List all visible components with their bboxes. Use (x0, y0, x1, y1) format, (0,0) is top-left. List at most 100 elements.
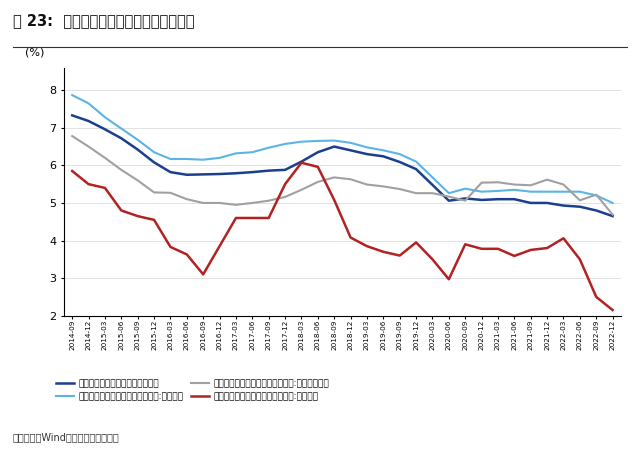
金融机构人民币贷款加权平均利率 (166, 170, 174, 175)
金融机构人民币贷款加权平均利率:个人住房贷款 (166, 190, 174, 196)
金融机构人民币贷款加权平均利率:一般贷款 (445, 190, 452, 196)
金融机构人民币贷款加权平均利率:票据融资 (363, 244, 371, 249)
Text: (%): (%) (25, 48, 44, 58)
金融机构人民币贷款加权平均利率 (429, 182, 436, 188)
金融机构人民币贷款加权平均利率:个人住房贷款 (477, 180, 485, 185)
金融机构人民币贷款加权平均利率 (380, 154, 387, 159)
金融机构人民币贷款加权平均利率:票据融资 (118, 208, 125, 213)
金融机构人民币贷款加权平均利率 (298, 159, 305, 164)
金融机构人民币贷款加权平均利率:票据融资 (101, 185, 109, 191)
金融机构人民币贷款加权平均利率:票据融资 (281, 181, 289, 187)
金融机构人民币贷款加权平均利率:个人住房贷款 (248, 200, 256, 206)
金融机构人民币贷款加权平均利率:一般贷款 (511, 187, 518, 193)
金融机构人民币贷款加权平均利率:票据融资 (314, 164, 322, 170)
金融机构人民币贷款加权平均利率 (559, 203, 567, 208)
金融机构人民币贷款加权平均利率:个人住房贷款 (216, 200, 223, 206)
金融机构人民币贷款加权平均利率 (118, 136, 125, 141)
金融机构人民币贷款加权平均利率:票据融资 (609, 308, 616, 313)
金融机构人民币贷款加权平均利率:票据融资 (347, 235, 355, 240)
金融机构人民币贷款加权平均利率:个人住房贷款 (593, 192, 600, 198)
金融机构人民币贷款加权平均利率:个人住房贷款 (134, 178, 141, 183)
金融机构人民币贷款加权平均利率:个人住房贷款 (380, 184, 387, 189)
金融机构人民币贷款加权平均利率:个人住房贷款 (265, 198, 273, 203)
金融机构人民币贷款加权平均利率 (314, 149, 322, 155)
金融机构人民币贷款加权平均利率:个人住房贷款 (559, 182, 567, 187)
金融机构人民币贷款加权平均利率:票据融资 (134, 213, 141, 219)
Text: 图 23:  目前实体终端利率已录得历史新低: 图 23: 目前实体终端利率已录得历史新低 (13, 14, 195, 28)
金融机构人民币贷款加权平均利率:票据融资 (216, 244, 223, 249)
金融机构人民币贷款加权平均利率:一般贷款 (281, 141, 289, 147)
金融机构人民币贷款加权平均利率:一般贷款 (216, 155, 223, 161)
金融机构人民币贷款加权平均利率:个人住房贷款 (445, 194, 452, 199)
金融机构人民币贷款加权平均利率 (232, 170, 240, 176)
金融机构人民币贷款加权平均利率:个人住房贷款 (527, 183, 534, 188)
金融机构人民币贷款加权平均利率:个人住房贷款 (232, 202, 240, 207)
金融机构人民币贷款加权平均利率:个人住房贷款 (543, 177, 551, 182)
金融机构人民币贷款加权平均利率:个人住房贷款 (511, 182, 518, 187)
金融机构人民币贷款加权平均利率:票据融资 (461, 242, 469, 247)
金融机构人民币贷款加权平均利率:票据融资 (429, 257, 436, 262)
金融机构人民币贷款加权平均利率:票据融资 (527, 247, 534, 253)
金融机构人民币贷款加权平均利率 (477, 197, 485, 202)
金融机构人民币贷款加权平均利率:一般贷款 (200, 157, 207, 162)
金融机构人民币贷款加权平均利率 (68, 113, 76, 118)
金融机构人民币贷款加权平均利率:票据融资 (396, 253, 404, 258)
金融机构人民币贷款加权平均利率 (347, 147, 355, 153)
金融机构人民币贷款加权平均利率 (248, 170, 256, 175)
金融机构人民币贷款加权平均利率:票据融资 (330, 197, 338, 202)
Legend: 金融机构人民币贷款加权平均利率, 金融机构人民币贷款加权平均利率:一般贷款, 金融机构人民币贷款加权平均利率:个人住房贷款, 金融机构人民币贷款加权平均利率:票: 金融机构人民币贷款加权平均利率, 金融机构人民币贷款加权平均利率:一般贷款, 金… (56, 380, 329, 401)
金融机构人民币贷款加权平均利率 (330, 144, 338, 149)
金融机构人民币贷款加权平均利率:一般贷款 (461, 186, 469, 191)
金融机构人民币贷款加权平均利率:票据融资 (543, 245, 551, 251)
金融机构人民币贷款加权平均利率:一般贷款 (527, 189, 534, 194)
金融机构人民币贷款加权平均利率:个人住房贷款 (576, 198, 584, 203)
金融机构人民币贷款加权平均利率 (101, 127, 109, 132)
金融机构人民币贷款加权平均利率:票据融资 (232, 215, 240, 221)
金融机构人民币贷款加权平均利率:个人住房贷款 (68, 133, 76, 139)
Line: 金融机构人民币贷款加权平均利率:一般贷款: 金融机构人民币贷款加权平均利率:一般贷款 (72, 95, 612, 203)
金融机构人民币贷款加权平均利率 (593, 208, 600, 213)
金融机构人民币贷款加权平均利率 (281, 167, 289, 173)
金融机构人民币贷款加权平均利率:一般贷款 (330, 138, 338, 143)
金融机构人民币贷款加权平均利率:一般贷款 (265, 145, 273, 151)
金融机构人民币贷款加权平均利率:个人住房贷款 (118, 167, 125, 173)
金融机构人民币贷款加权平均利率:一般贷款 (101, 115, 109, 120)
金融机构人民币贷款加权平均利率:一般贷款 (134, 137, 141, 143)
金融机构人民币贷款加权平均利率:个人住房贷款 (150, 190, 158, 195)
金融机构人民币贷款加权平均利率:票据融资 (183, 252, 191, 257)
金融机构人民币贷款加权平均利率:个人住房贷款 (609, 212, 616, 217)
金融机构人民币贷款加权平均利率:票据融资 (494, 246, 502, 252)
金融机构人民币贷款加权平均利率:个人住房贷款 (101, 155, 109, 161)
金融机构人民币贷款加权平均利率:一般贷款 (380, 147, 387, 153)
金融机构人民币贷款加权平均利率 (543, 200, 551, 206)
金融机构人民币贷款加权平均利率:票据融资 (265, 215, 273, 221)
金融机构人民币贷款加权平均利率:票据融资 (166, 244, 174, 250)
金融机构人民币贷款加权平均利率:一般贷款 (559, 189, 567, 194)
金融机构人民币贷款加权平均利率:个人住房贷款 (412, 190, 420, 196)
金融机构人民币贷款加权平均利率 (183, 172, 191, 177)
金融机构人民币贷款加权平均利率:一般贷款 (363, 145, 371, 150)
金融机构人民币贷款加权平均利率:个人住房贷款 (461, 198, 469, 203)
金融机构人民币贷款加权平均利率:个人住房贷款 (347, 176, 355, 182)
金融机构人民币贷款加权平均利率:票据融资 (445, 276, 452, 282)
金融机构人民币贷款加权平均利率:个人住房贷款 (314, 179, 322, 184)
金融机构人民币贷款加权平均利率:一般贷款 (347, 140, 355, 146)
金融机构人民币贷款加权平均利率:一般贷款 (593, 193, 600, 198)
金融机构人民币贷款加权平均利率:个人住房贷款 (330, 175, 338, 180)
金融机构人民币贷款加权平均利率:一般贷款 (118, 126, 125, 131)
金融机构人民币贷款加权平均利率:个人住房贷款 (494, 179, 502, 185)
金融机构人民币贷款加权平均利率 (576, 204, 584, 209)
金融机构人民币贷款加权平均利率:一般贷款 (298, 139, 305, 144)
金融机构人民币贷款加权平均利率 (84, 118, 92, 124)
金融机构人民币贷款加权平均利率:票据融资 (84, 181, 92, 187)
金融机构人民币贷款加权平均利率 (511, 197, 518, 202)
金融机构人民币贷款加权平均利率:票据融资 (576, 257, 584, 262)
金融机构人民币贷款加权平均利率 (412, 166, 420, 172)
金融机构人民币贷款加权平均利率:一般贷款 (609, 200, 616, 206)
金融机构人民币贷款加权平均利率:一般贷款 (314, 138, 322, 143)
金融机构人民币贷款加权平均利率:一般贷款 (477, 189, 485, 194)
金融机构人民币贷款加权平均利率:票据融资 (200, 272, 207, 277)
金融机构人民币贷款加权平均利率 (396, 159, 404, 165)
金融机构人民币贷款加权平均利率:一般贷款 (396, 152, 404, 157)
金融机构人民币贷款加权平均利率:票据融资 (412, 240, 420, 245)
